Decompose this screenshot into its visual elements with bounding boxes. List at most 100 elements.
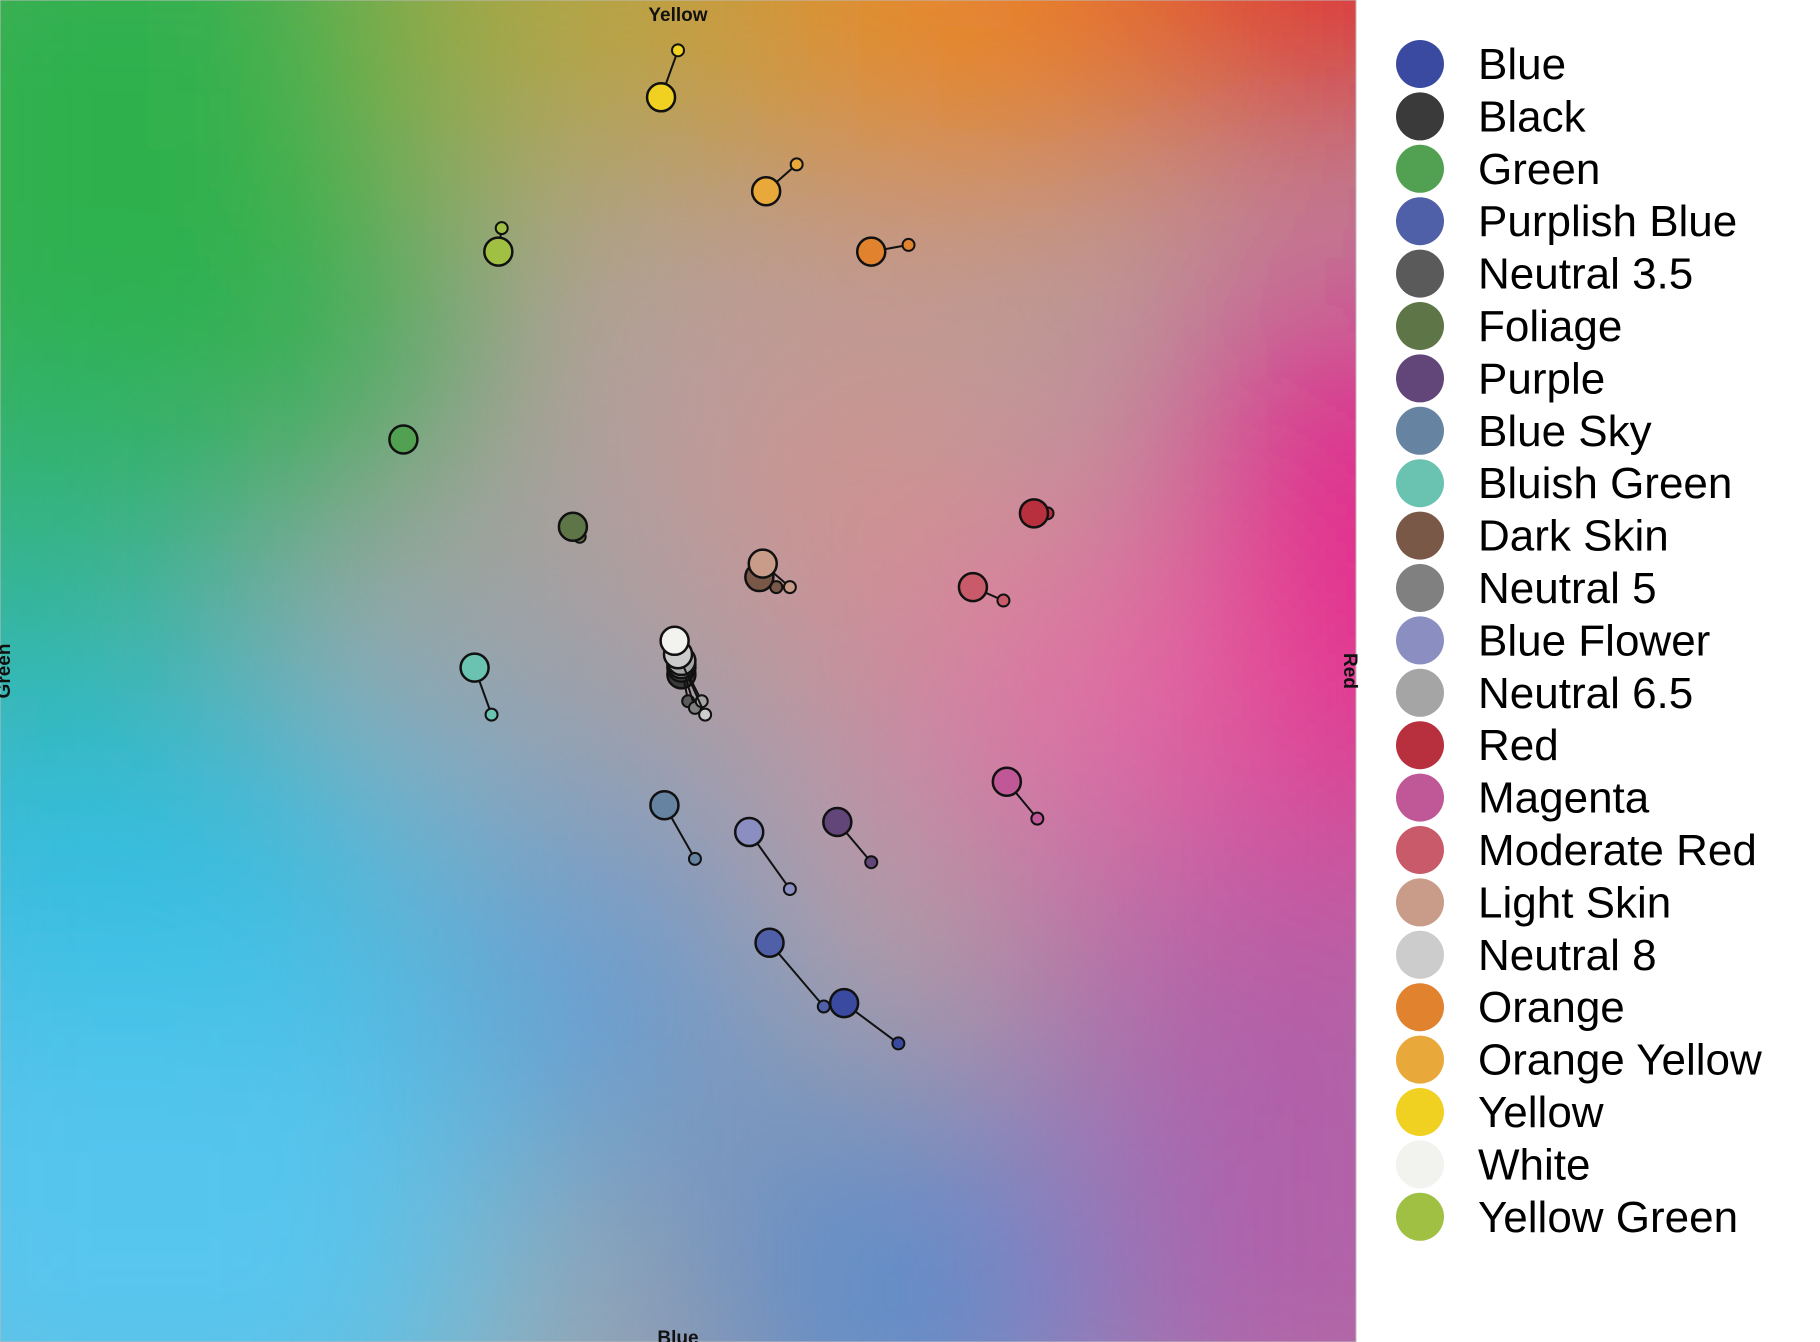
- measured-point-yellow-green: [494, 221, 509, 236]
- series-yellow: [645, 43, 685, 113]
- target-point-light-skin: [747, 548, 778, 579]
- axis-label-bottom: Blue: [657, 1328, 698, 1342]
- measured-point-magenta: [1030, 811, 1045, 826]
- measured-point-orange: [901, 237, 916, 252]
- measured-point-bluish-green: [484, 707, 499, 722]
- legend-swatch-green: [1396, 144, 1444, 193]
- legend-item-blue-flower: Blue Flower: [1396, 616, 1710, 665]
- legend-item-orange: Orange: [1396, 983, 1625, 1032]
- measured-point-blue: [891, 1036, 906, 1051]
- legend-swatch-blue: [1396, 40, 1444, 88]
- legend-item-white: White: [1396, 1140, 1590, 1189]
- series-foliage: [557, 511, 589, 544]
- legend-label-blue: Blue: [1478, 40, 1566, 89]
- target-point-purple: [822, 806, 853, 838]
- legend-swatch-neutral-8: [1396, 930, 1444, 979]
- legend-item-moderate-red: Moderate Red: [1396, 826, 1757, 875]
- legend-label-neutral-6-5: Neutral 6.5: [1478, 669, 1693, 718]
- target-point-purplish-blue: [754, 927, 785, 959]
- legend-label-red: Red: [1478, 721, 1559, 770]
- measured-point-purple: [864, 855, 879, 870]
- legend-swatch-orange-yellow: [1396, 1035, 1444, 1084]
- legend-label-neutral-8: Neutral 8: [1478, 931, 1657, 980]
- legend-label-yellow: Yellow: [1478, 1088, 1604, 1137]
- series-blue: [828, 987, 906, 1051]
- legend-swatch-red: [1396, 721, 1444, 770]
- target-point-foliage: [557, 511, 589, 542]
- series-purple: [822, 806, 879, 870]
- legend-swatch-yellow-green: [1396, 1192, 1444, 1241]
- legend-label-white: White: [1478, 1140, 1590, 1189]
- data-marks: [388, 43, 1055, 1051]
- target-point-magenta: [991, 766, 1023, 797]
- target-point-blue: [828, 987, 860, 1019]
- legend-item-blue: Blue: [1396, 40, 1566, 89]
- series-bluish-green: [459, 652, 499, 722]
- legend-label-orange-yellow: Orange Yellow: [1478, 1036, 1762, 1085]
- legend-label-dark-skin: Dark Skin: [1478, 512, 1669, 561]
- series-magenta: [991, 766, 1045, 826]
- legend-swatch-neutral-3-5: [1396, 249, 1444, 298]
- axis-label-right: Red: [1339, 653, 1360, 689]
- legend-label-moderate-red: Moderate Red: [1478, 826, 1757, 875]
- legend-item-yellow: Yellow: [1396, 1088, 1604, 1137]
- target-point-yellow-green: [483, 236, 514, 267]
- series-white: [659, 625, 690, 657]
- legend-label-purplish-blue: Purplish Blue: [1478, 197, 1737, 246]
- target-point-blue-flower: [733, 816, 765, 848]
- legend-swatch-blue-sky: [1396, 406, 1444, 455]
- legend-label-magenta: Magenta: [1478, 774, 1650, 823]
- series-green: [388, 424, 419, 455]
- legend-item-green: Green: [1396, 144, 1600, 194]
- legend-swatch-light-skin: [1396, 878, 1444, 927]
- legend-label-yellow-green: Yellow Green: [1478, 1193, 1738, 1242]
- legend-swatch-moderate-red: [1396, 826, 1444, 874]
- legend-item-foliage: Foliage: [1396, 302, 1622, 351]
- measured-point-blue-sky: [687, 851, 702, 866]
- target-point-yellow: [645, 82, 677, 113]
- legend-label-green: Green: [1478, 145, 1600, 194]
- series-light-skin: [747, 548, 797, 595]
- measured-point-yellow: [671, 43, 685, 58]
- legend-swatch-orange: [1396, 983, 1444, 1032]
- series-orange: [855, 236, 916, 267]
- legend-swatch-purplish-blue: [1396, 197, 1444, 246]
- series-blue-flower: [733, 816, 797, 897]
- series-purplish-blue: [754, 927, 831, 1014]
- target-point-orange: [855, 236, 887, 267]
- legend-label-bluish-green: Bluish Green: [1478, 459, 1732, 508]
- legend-swatch-white: [1396, 1140, 1444, 1189]
- legend-label-blue-sky: Blue Sky: [1478, 407, 1652, 456]
- legend-item-light-skin: Light Skin: [1396, 878, 1671, 927]
- legend-swatch-dark-skin: [1396, 511, 1444, 560]
- measured-point-moderate-red: [996, 593, 1011, 608]
- measured-point-neutral-8: [698, 707, 713, 722]
- legend-item-neutral-5: Neutral 5: [1396, 564, 1657, 613]
- series-moderate-red: [957, 571, 1011, 608]
- legend-swatch-purple: [1396, 354, 1444, 403]
- legend-item-magenta: Magenta: [1396, 773, 1650, 823]
- legend-swatch-blue-flower: [1396, 616, 1444, 665]
- target-point-white: [659, 625, 690, 657]
- legend-label-black: Black: [1478, 92, 1587, 141]
- axis-label-top: Yellow: [648, 5, 707, 26]
- measured-point-blue-flower: [782, 882, 797, 897]
- plot-frame: [0, 0, 1357, 1342]
- legend-item-red: Red: [1396, 721, 1559, 770]
- legend-label-orange: Orange: [1478, 983, 1625, 1032]
- legend-label-neutral-5: Neutral 5: [1478, 564, 1657, 613]
- target-point-blue-sky: [649, 789, 680, 821]
- legend-label-neutral-3-5: Neutral 3.5: [1478, 250, 1693, 299]
- legend-item-black: Black: [1396, 92, 1587, 141]
- target-point-green: [388, 424, 419, 455]
- series-red: [1018, 498, 1055, 529]
- measured-point-orange-yellow: [789, 157, 804, 172]
- legend-item-purplish-blue: Purplish Blue: [1396, 197, 1737, 246]
- legend-item-bluish-green: Bluish Green: [1396, 459, 1732, 508]
- legend-item-orange-yellow: Orange Yellow: [1396, 1035, 1762, 1085]
- legend-item-yellow-green: Yellow Green: [1396, 1192, 1738, 1242]
- legend-item-dark-skin: Dark Skin: [1396, 511, 1669, 561]
